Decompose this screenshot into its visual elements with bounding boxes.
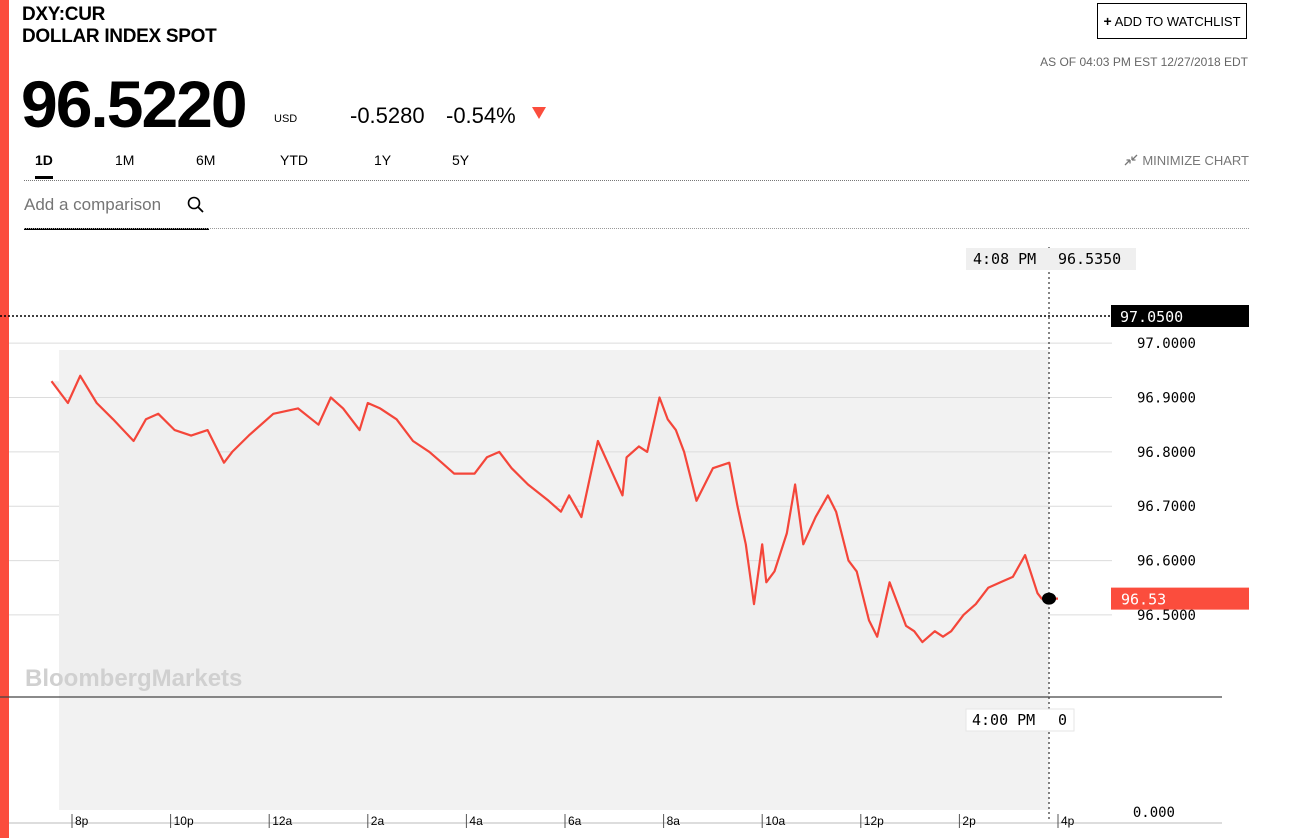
tab-ytd[interactable]: YTD <box>280 152 308 168</box>
x-tick-label: 6a <box>568 814 582 828</box>
x-tick-label: 8p <box>75 814 89 828</box>
tab-6m[interactable]: 6M <box>196 152 216 168</box>
x-tick-label: 8a <box>667 814 681 828</box>
last-price: 96.5220 <box>21 67 248 141</box>
down-arrow-icon <box>532 107 546 119</box>
minimize-chart-button[interactable]: MINIMIZE CHART <box>1124 153 1249 168</box>
y-tick-label: 97.0000 <box>1137 336 1196 352</box>
range-tabs: 1D 1M 6M YTD 1Y 5Y MINIMIZE CHART <box>24 150 1249 181</box>
x-tick-label: 10p <box>174 814 194 828</box>
security-name: DOLLAR INDEX SPOT <box>22 26 217 47</box>
volume-value: 0 <box>1058 711 1067 729</box>
tab-5y[interactable]: 5Y <box>452 152 470 168</box>
tab-1d[interactable]: 1D <box>35 152 53 179</box>
y-tick-label: 96.7000 <box>1137 499 1196 515</box>
watchlist-label: ADD TO WATCHLIST <box>1114 13 1241 29</box>
x-tick-label: 12p <box>864 814 884 828</box>
price-area <box>51 375 1058 697</box>
as-of-timestamp: AS OF 04:03 PM EST 12/27/2018 EDT <box>1040 55 1248 69</box>
x-tick-label: 4p <box>1061 814 1075 828</box>
tab-1m[interactable]: 1M <box>115 152 135 168</box>
crosshair-time: 4:08 PM <box>973 250 1036 268</box>
y-tick-label: 96.6000 <box>1137 554 1196 570</box>
ticker-symbol: DXY:CUR <box>22 4 106 25</box>
comparison-input[interactable] <box>24 195 179 215</box>
tab-1y[interactable]: 1Y <box>374 152 392 168</box>
price-change: -0.5280 <box>350 103 425 128</box>
minimize-label: MINIMIZE CHART <box>1142 153 1249 168</box>
comparison-search <box>24 190 209 230</box>
price-chart: 97.0000 96.9000 96.8000 96.7000 96.6000 96.50… <box>0 247 1249 828</box>
x-tick-label: 4a <box>469 814 483 828</box>
last-label-box <box>1111 587 1249 610</box>
high-label-box <box>1111 305 1249 327</box>
x-tick-label: 2a <box>371 814 385 828</box>
search-icon[interactable] <box>187 196 205 214</box>
high-label: 97.0500 <box>1120 308 1183 326</box>
price-change-percent: -0.54% <box>446 103 516 128</box>
volume-tooltip <box>965 708 1075 732</box>
crosshair-value: 96.5350 <box>1058 250 1121 268</box>
divider <box>24 228 1249 229</box>
accent-bar <box>0 0 9 838</box>
y-tick-label: 96.9000 <box>1137 391 1196 407</box>
price-line <box>50 374 1058 644</box>
plus-icon: + <box>1103 13 1112 29</box>
watermark: BloombergMarkets <box>25 665 242 692</box>
add-to-watchlist-button[interactable]: + ADD TO WATCHLIST <box>1097 3 1247 39</box>
x-tick-label: 12a <box>272 814 292 828</box>
y-tick-label: 96.8000 <box>1137 445 1196 461</box>
x-tick-label: 2p <box>962 814 976 828</box>
crosshair-tooltip <box>966 248 1136 270</box>
currency-label: USD <box>274 113 298 125</box>
volume-time: 4:00 PM <box>972 711 1035 729</box>
last-price-dot <box>1042 592 1056 605</box>
y-axis-bottom-label: 0.000 <box>1133 805 1175 821</box>
minimize-icon <box>1124 154 1138 166</box>
x-tick-label: 10a <box>765 814 785 828</box>
last-price-label: 96.53 <box>1121 591 1166 609</box>
y-tick-label: 96.5000 <box>1137 608 1196 624</box>
